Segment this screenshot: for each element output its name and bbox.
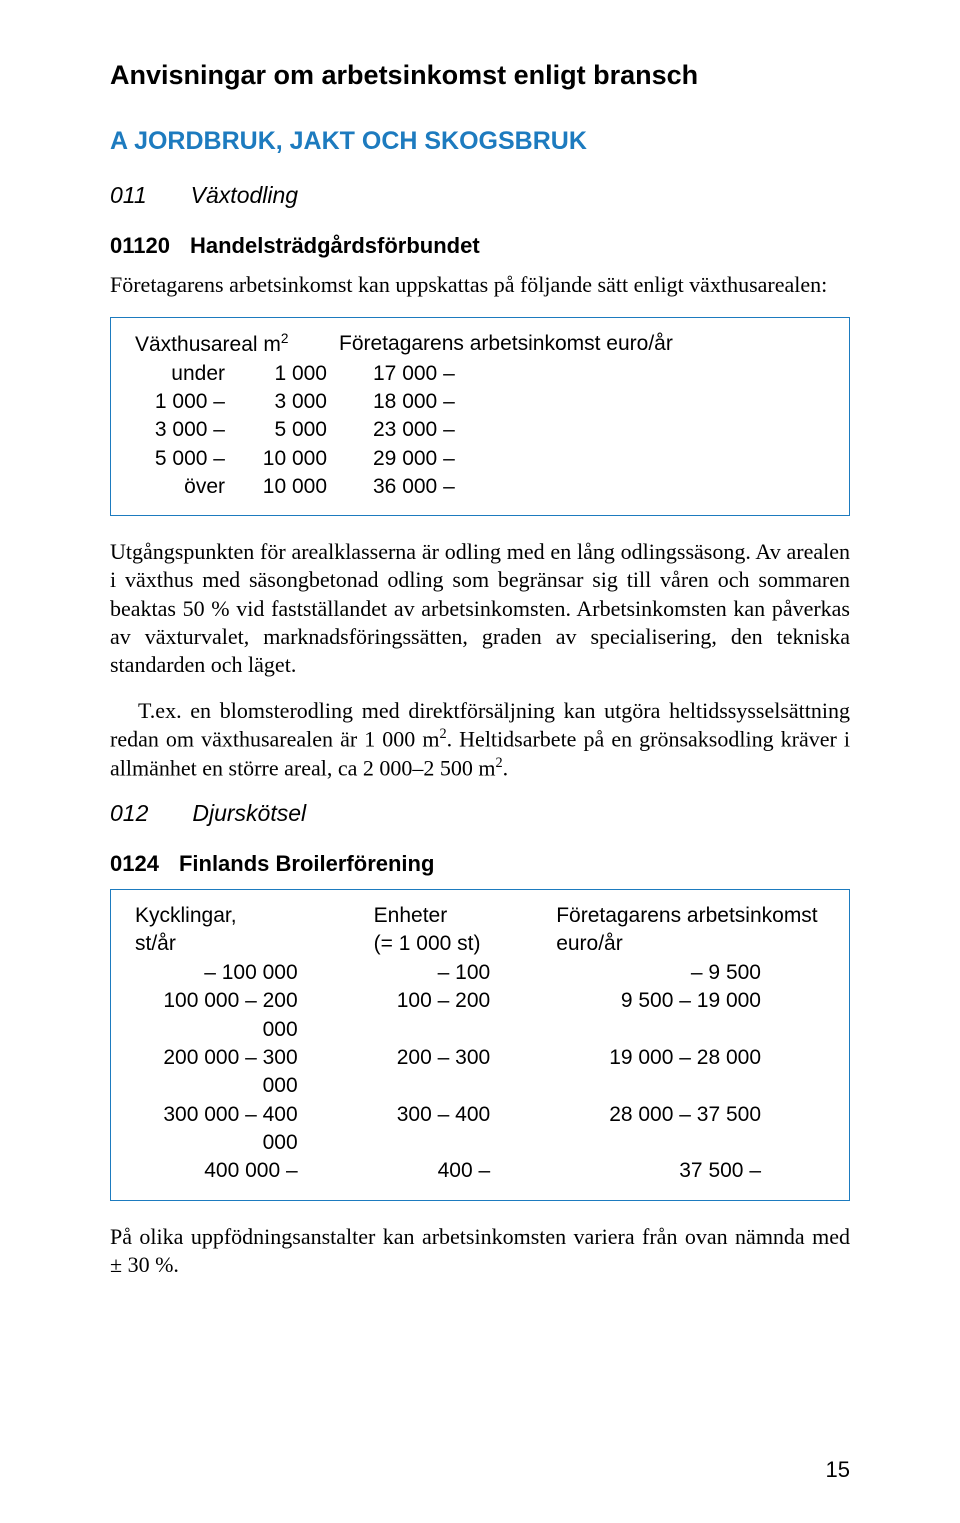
- table-row: – 100: [368, 959, 551, 987]
- table-row: 29 000 –: [333, 445, 831, 473]
- table1-col1-header: Växthusareal m2: [129, 330, 333, 359]
- table-row: 1 000: [231, 360, 333, 388]
- table-row: över: [129, 473, 231, 501]
- table1-col1-header-text: Växthusareal m: [135, 333, 281, 356]
- table-row: – 100 000: [129, 959, 368, 987]
- table-row: 1 000 –: [129, 388, 231, 416]
- table-row: 3 000: [231, 388, 333, 416]
- table-row: 19 000 – 28 000: [550, 1044, 831, 1101]
- table-row: 9 500 – 19 000: [550, 987, 831, 1044]
- table-row: 10 000: [231, 445, 333, 473]
- table-row: 3 000 –: [129, 416, 231, 444]
- paragraph-body-4: På olika uppfödningsanstalter kan arbets…: [110, 1223, 850, 1279]
- subsection-012: 012 Djurskötsel: [110, 800, 850, 827]
- heading-01120: 01120 Handelsträdgårdsförbundet: [110, 233, 850, 259]
- table1-col1-header-sup: 2: [281, 331, 289, 346]
- table-kycklingar: Kycklingar, Enheter Företagarens arbetsi…: [110, 889, 850, 1200]
- paragraph-body-2: Utgångspunkten för arealklasserna är odl…: [110, 538, 850, 679]
- page-title: Anvisningar om arbetsinkomst enligt bran…: [110, 60, 850, 91]
- table-row: 200 000 – 300 000: [129, 1044, 368, 1101]
- table2-c2h2: (= 1 000 st): [368, 930, 551, 958]
- table2-c1h2: st/år: [129, 930, 368, 958]
- section-heading-a: A JORDBRUK, JAKT OCH SKOGSBRUK: [110, 127, 850, 156]
- table2-c2h1: Enheter: [368, 902, 551, 930]
- table1-col2-header: Företagarens arbetsinkomst euro/år: [333, 330, 831, 359]
- subsection-label: Djurskötsel: [192, 800, 306, 827]
- table-row: 18 000 –: [333, 388, 831, 416]
- table-row: 28 000 – 37 500: [550, 1101, 831, 1158]
- table2-c3h1: Företagarens arbetsinkomst: [550, 902, 831, 930]
- subsection-code: 011: [110, 182, 147, 209]
- p3-sup1: 2: [439, 726, 446, 742]
- page-number: 15: [826, 1457, 850, 1483]
- heading-label: Handelsträdgårdsförbundet: [190, 233, 480, 259]
- paragraph-body-3: T.ex. en blomsterodling med direktförsäl…: [110, 697, 850, 782]
- table-row: under: [129, 360, 231, 388]
- table-row: 200 – 300: [368, 1044, 551, 1101]
- subsection-label: Växtodling: [191, 182, 298, 209]
- paragraph-intro-1: Företagarens arbetsinkomst kan uppskatta…: [110, 271, 850, 299]
- heading-0124: 0124 Finlands Broilerförening: [110, 851, 850, 877]
- heading-label: Finlands Broilerförening: [179, 851, 434, 877]
- p3-part3: .: [503, 755, 509, 780]
- p3-sup2: 2: [495, 755, 502, 771]
- heading-code: 01120: [110, 233, 170, 259]
- table-row: 10 000: [231, 473, 333, 501]
- table-row: 23 000 –: [333, 416, 831, 444]
- table-vaxthusareal: Växthusareal m2 Företagarens arbetsinkom…: [110, 317, 850, 516]
- table-row: 300 000 – 400 000: [129, 1101, 368, 1158]
- table-row: 36 000 –: [333, 473, 831, 501]
- table-row: 17 000 –: [333, 360, 831, 388]
- subsection-code: 012: [110, 800, 148, 827]
- subsection-011: 011 Växtodling: [110, 182, 850, 209]
- table-row: 5 000 –: [129, 445, 231, 473]
- table-row: 100 – 200: [368, 987, 551, 1044]
- table2-c3h2: euro/år: [550, 930, 831, 958]
- table-row: 300 – 400: [368, 1101, 551, 1158]
- table-row: 400 000 –: [129, 1157, 368, 1185]
- table-row: 5 000: [231, 416, 333, 444]
- table-row: 100 000 – 200 000: [129, 987, 368, 1044]
- table-row: 37 500 –: [550, 1157, 831, 1185]
- table-row: – 9 500: [550, 959, 831, 987]
- table-row: 400 –: [368, 1157, 551, 1185]
- heading-code: 0124: [110, 851, 159, 877]
- table2-c1h1: Kycklingar,: [129, 902, 368, 930]
